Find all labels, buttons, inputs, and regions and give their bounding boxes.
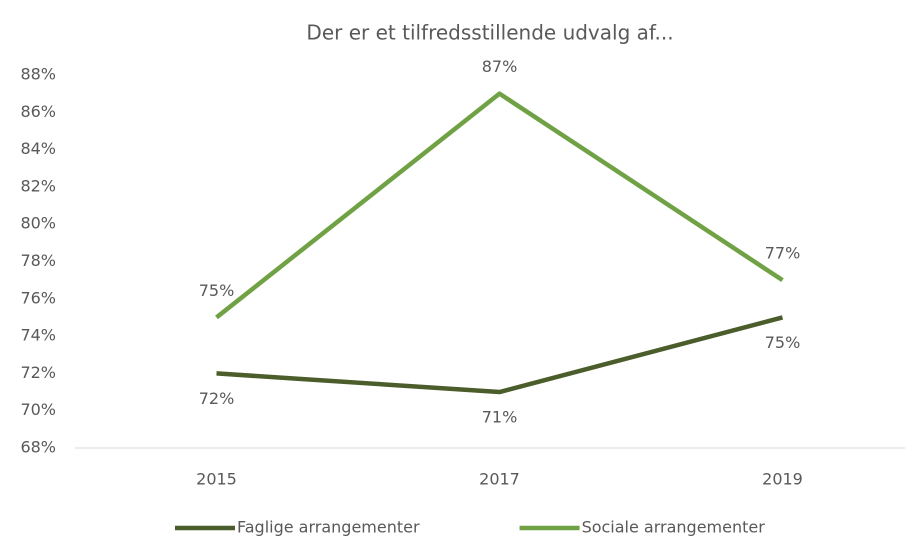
chart-title: Der er et tilfredsstillende udvalg af...: [306, 21, 673, 45]
x-tick-label: 2019: [762, 470, 803, 489]
y-tick-label: 80%: [20, 214, 56, 233]
y-tick-label: 74%: [20, 326, 56, 345]
y-tick-label: 76%: [20, 288, 56, 307]
x-tick-label: 2017: [479, 470, 520, 489]
x-tick-label: 2015: [196, 470, 237, 489]
data-label: 75%: [765, 333, 801, 352]
y-tick-label: 82%: [20, 176, 56, 195]
legend-label: Faglige arrangementer: [237, 518, 420, 537]
y-tick-label: 70%: [20, 400, 56, 419]
legend-label: Sociale arrangementer: [582, 518, 766, 537]
y-tick-label: 88%: [20, 65, 56, 84]
series-line: [215, 91, 784, 320]
y-tick-label: 78%: [20, 251, 56, 270]
data-label: 71%: [482, 408, 518, 427]
data-label: 72%: [199, 389, 235, 408]
y-tick-label: 68%: [20, 438, 56, 457]
y-tick-label: 84%: [20, 139, 56, 158]
y-tick-label: 72%: [20, 363, 56, 382]
series-line: [216, 315, 784, 395]
data-label: 77%: [765, 244, 801, 263]
y-tick-label: 86%: [20, 102, 56, 121]
data-label: 75%: [199, 281, 235, 300]
data-label: 87%: [482, 57, 518, 76]
